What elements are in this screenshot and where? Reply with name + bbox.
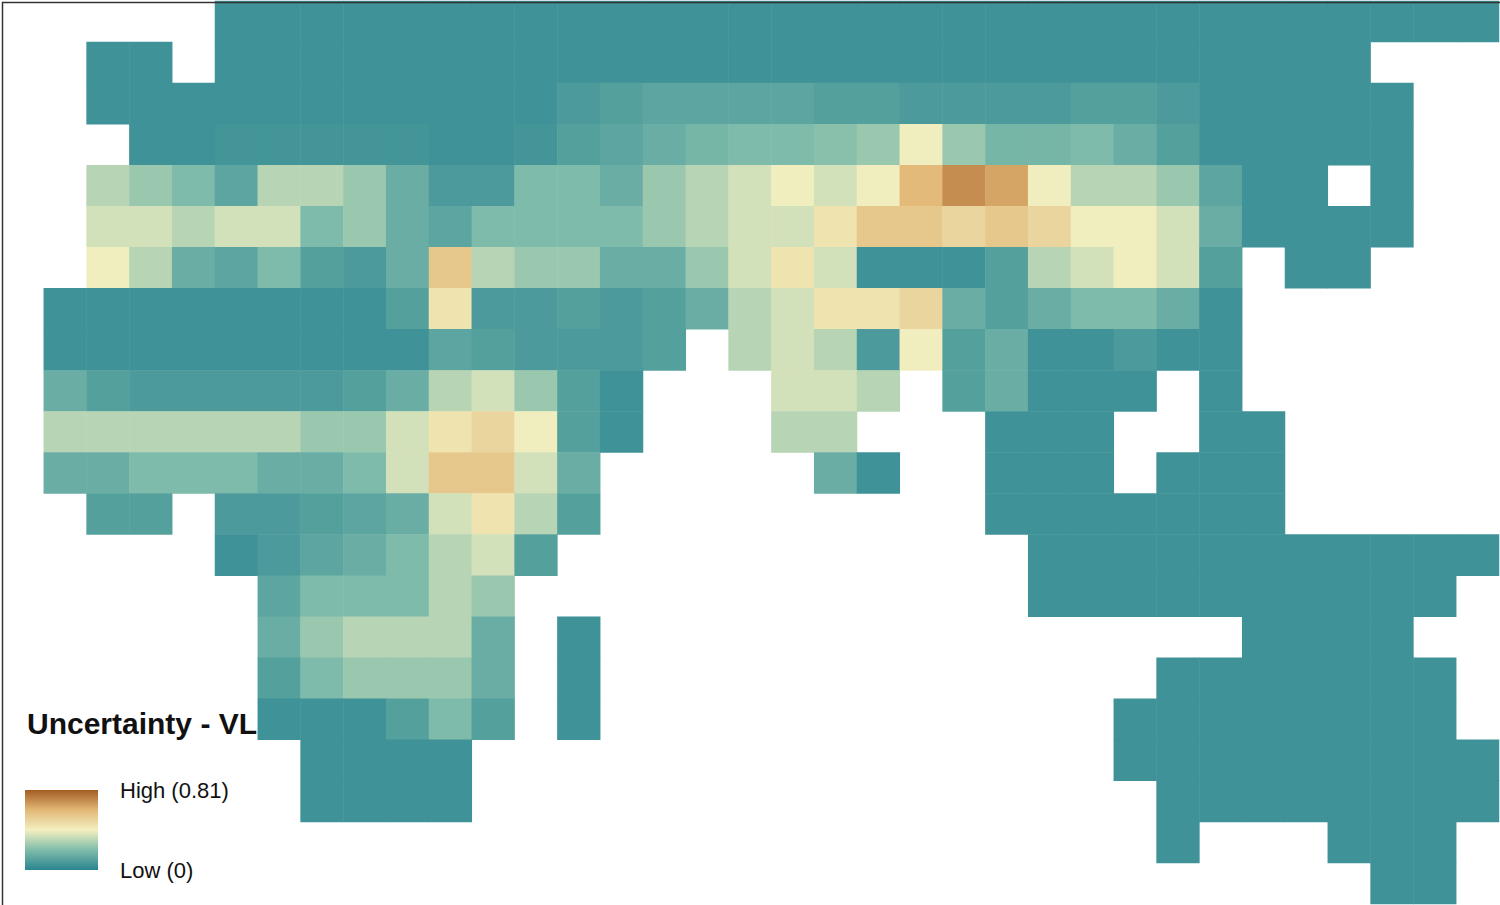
svg-text:Low (0): Low (0) xyxy=(120,858,193,883)
svg-text:High (0.81): High (0.81) xyxy=(120,778,229,803)
svg-text:Uncertainty - VL: Uncertainty - VL xyxy=(27,707,257,740)
